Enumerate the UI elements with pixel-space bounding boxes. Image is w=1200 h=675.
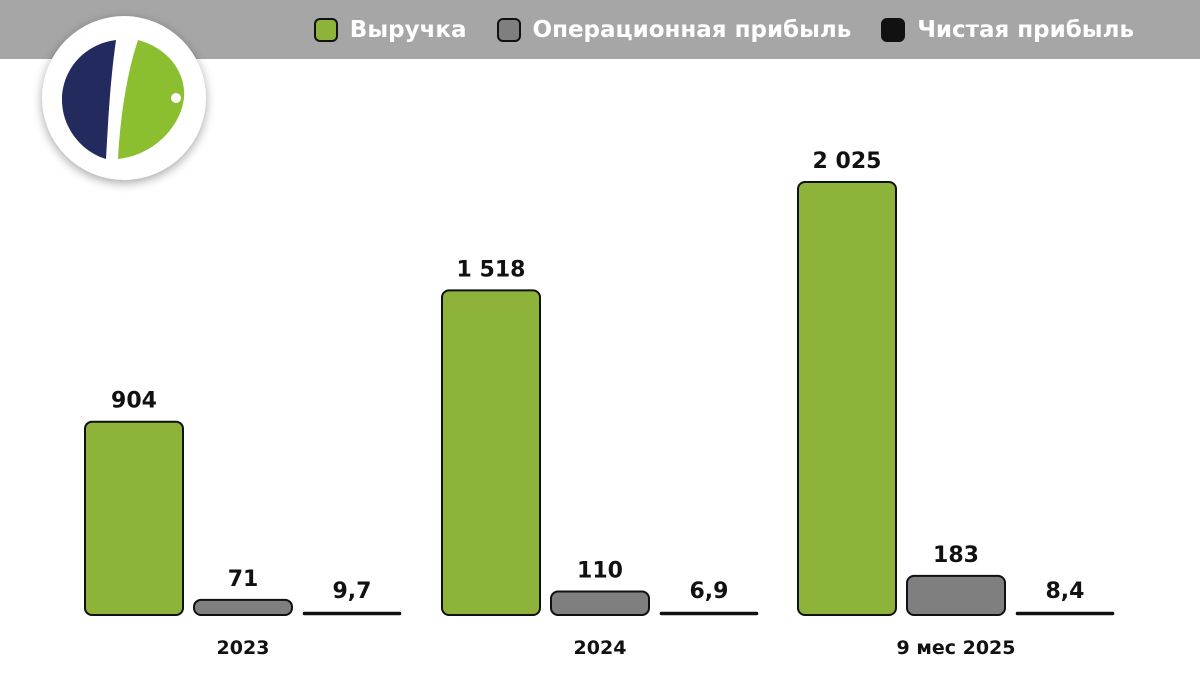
data-label-operating-profit-0: 71 xyxy=(228,567,259,592)
bar-operating-profit-0 xyxy=(193,598,293,617)
legend-item-revenue: Выручка xyxy=(313,16,467,43)
bar-net-profit-0 xyxy=(302,611,402,616)
legend: Выручка Операционная прибыль Чистая приб… xyxy=(313,0,1134,59)
legend-label-net-profit: Чистая прибыль xyxy=(917,16,1134,43)
legend-item-net-profit: Чистая прибыль xyxy=(881,17,1134,43)
legend-swatch-net-profit xyxy=(881,17,906,42)
bar-revenue-0 xyxy=(84,420,184,617)
bar-net-profit-1 xyxy=(659,611,759,616)
bar-net-profit-2 xyxy=(1015,611,1115,616)
data-label-net-profit-1: 6,9 xyxy=(690,579,729,604)
data-label-revenue-2: 2 025 xyxy=(813,149,882,174)
data-label-operating-profit-2: 183 xyxy=(933,543,979,568)
logo-green-shape xyxy=(118,40,185,159)
data-label-revenue-1: 1 518 xyxy=(457,257,526,282)
bar-revenue-1 xyxy=(441,289,541,616)
bar-operating-profit-2 xyxy=(906,574,1006,616)
legend-bar: Выручка Операционная прибыль Чистая приб… xyxy=(0,0,1200,59)
legend-item-operating-profit: Операционная прибыль xyxy=(496,16,852,43)
bar-operating-profit-1 xyxy=(550,590,650,616)
legend-label-revenue: Выручка xyxy=(349,16,467,43)
legend-swatch-revenue xyxy=(313,17,338,42)
logo-dot xyxy=(171,93,181,103)
legend-label-operating-profit: Операционная прибыль xyxy=(532,16,852,43)
company-logo-icon xyxy=(62,40,185,159)
category-label-0: 2023 xyxy=(217,637,270,659)
data-label-net-profit-0: 9,7 xyxy=(333,579,372,604)
data-label-operating-profit-1: 110 xyxy=(577,558,623,583)
company-logo xyxy=(42,16,206,180)
logo-navy-shape xyxy=(62,40,116,159)
category-label-2: 9 мес 2025 xyxy=(896,637,1015,659)
data-label-net-profit-2: 8,4 xyxy=(1046,579,1085,604)
category-label-1: 2024 xyxy=(574,637,627,659)
bar-revenue-2 xyxy=(797,181,897,616)
data-label-revenue-0: 904 xyxy=(111,389,157,414)
legend-swatch-operating-profit xyxy=(496,17,521,42)
